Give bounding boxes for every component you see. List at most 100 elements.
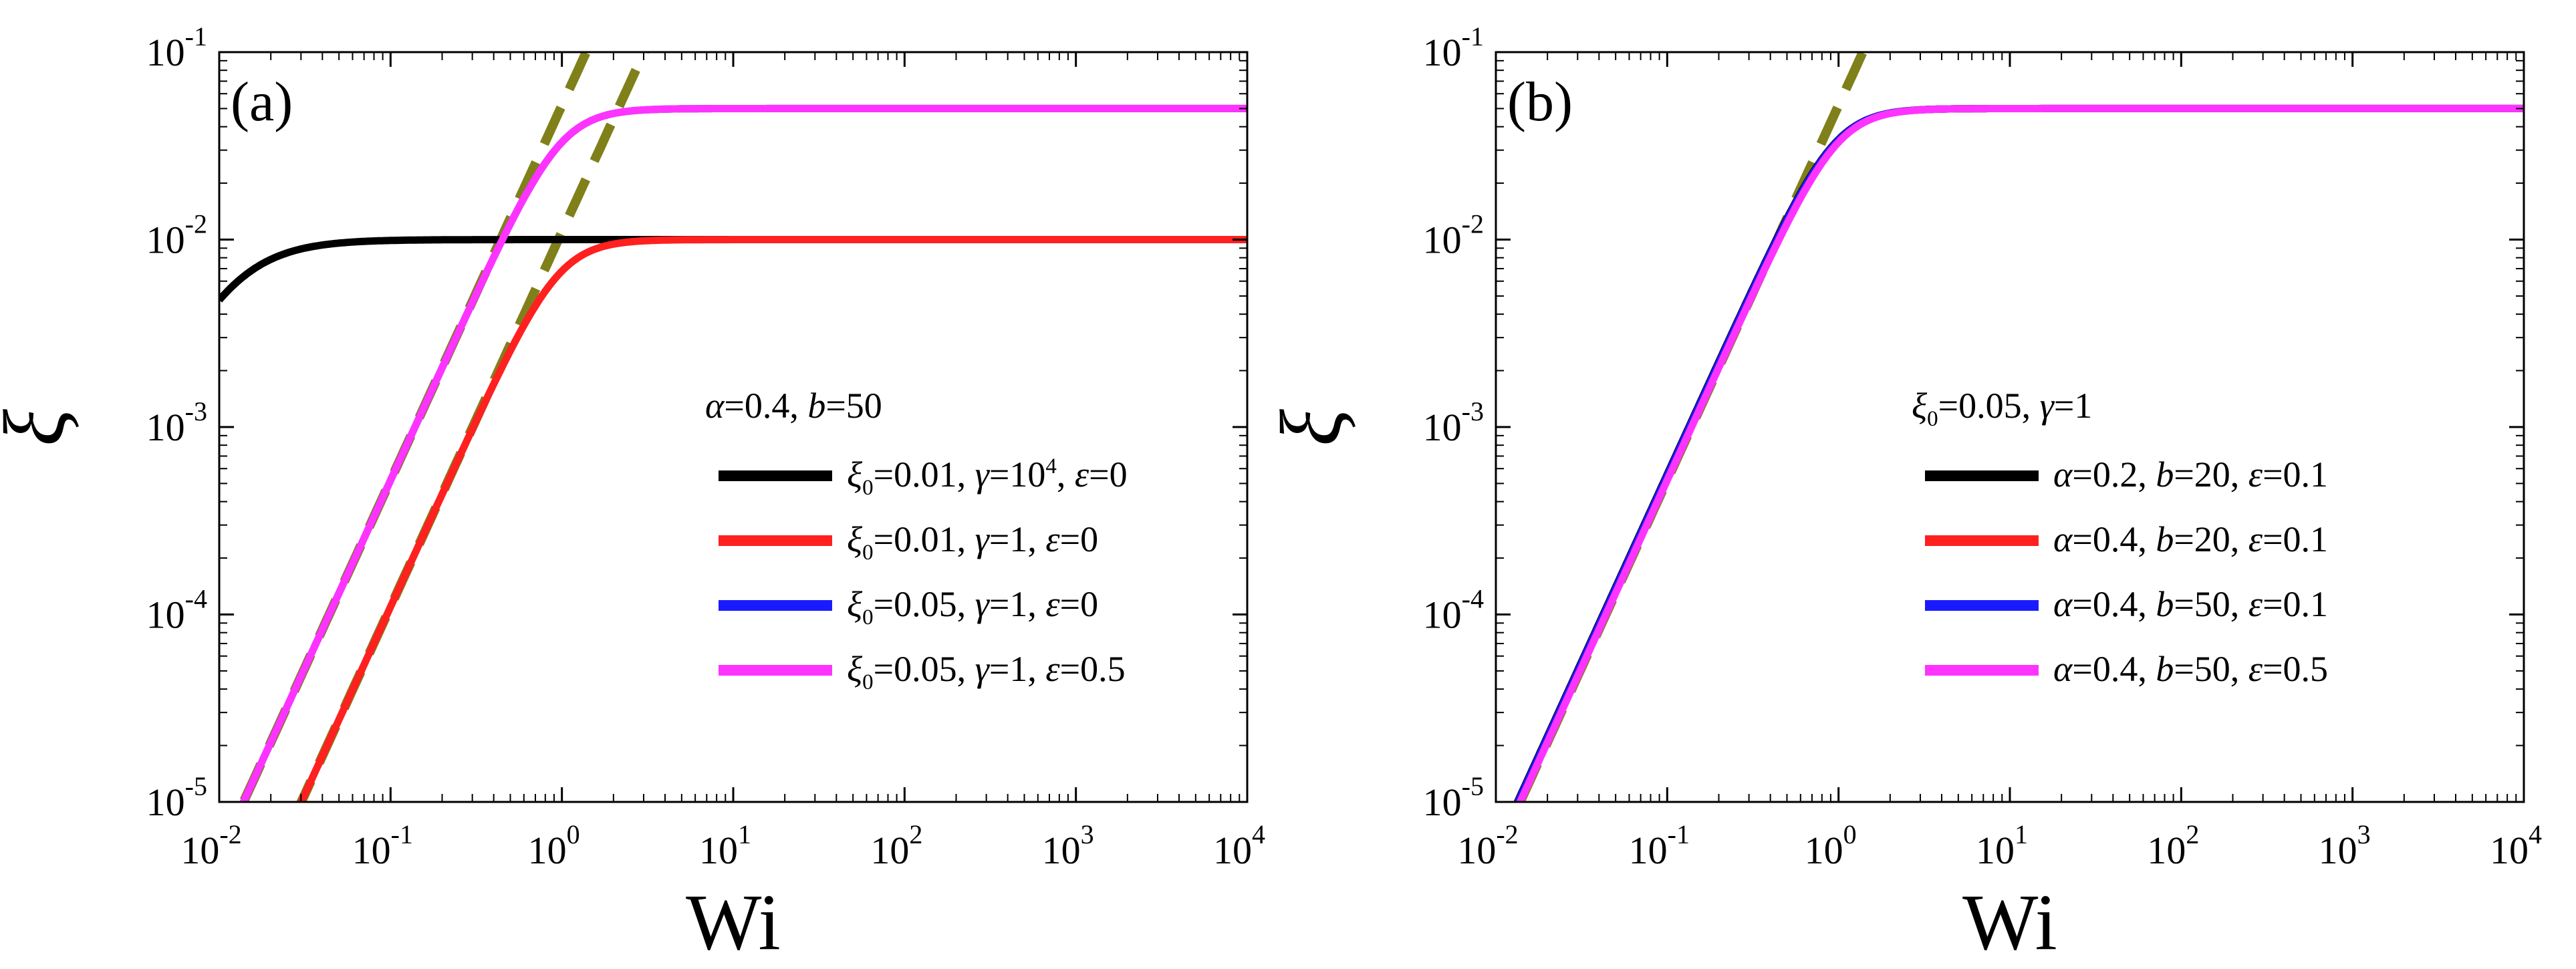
- label-part: =0.4,: [2072, 649, 2156, 689]
- label-part: =0.5: [2263, 649, 2328, 689]
- plot-area: [219, 52, 1247, 802]
- label-part: =50,: [2174, 584, 2248, 624]
- x-tick-label: 100: [528, 819, 580, 872]
- label-part: α: [2053, 454, 2073, 495]
- x-tick-label: 101: [1976, 819, 2028, 872]
- plot-frame: [1495, 51, 2525, 803]
- label-part: ξ: [847, 519, 863, 559]
- x-tick-label: 101: [699, 819, 751, 872]
- x-tick-label: 102: [2147, 819, 2199, 872]
- series-line-2: [297, 236, 1247, 802]
- series-line-4: [239, 104, 1247, 802]
- label-part: 0: [862, 541, 874, 565]
- label-part: b: [807, 386, 825, 426]
- x-axis-label: Wi: [686, 877, 781, 966]
- label-part: γ: [975, 519, 991, 559]
- x-axis-label: Wi: [1962, 877, 2057, 966]
- label-part: 4: [1045, 454, 1057, 478]
- panel-label: (a): [231, 71, 293, 133]
- legend-entry-label: α=0.2, b=20, ε=0.1: [2053, 454, 2328, 495]
- y-tick-label: 10-2: [146, 209, 207, 262]
- label-part: ε: [1045, 584, 1060, 624]
- label-part: γ: [975, 584, 991, 624]
- x-tick-label: 104: [2490, 819, 2542, 872]
- x-tick-label: 10-2: [180, 819, 241, 872]
- label-part: =0.1: [2263, 454, 2328, 495]
- label-part: ξ: [847, 649, 863, 689]
- legend-entry-label: ξ0=0.01, γ=1, ε=0: [847, 519, 1098, 565]
- legend-entry-label: ξ0=0.01, γ=104, ε=0: [847, 454, 1128, 500]
- y-tick-label: 10-4: [146, 584, 207, 637]
- label-part: b: [2156, 584, 2174, 624]
- label-part: ε: [2248, 649, 2263, 689]
- label-part: =0.01,: [874, 454, 975, 495]
- label-part: =20,: [2174, 519, 2248, 559]
- y-axis-label: ξ: [0, 409, 83, 446]
- label-part: =0.1: [2263, 519, 2328, 559]
- axes: [218, 51, 1249, 803]
- label-part: =50: [825, 386, 882, 426]
- label-part: =10: [989, 454, 1045, 495]
- label-part: 0: [1927, 407, 1938, 431]
- label-part: =0.4,: [724, 386, 807, 426]
- y-tick-label: 10-1: [1423, 21, 1484, 74]
- label-part: b: [2156, 454, 2174, 495]
- y-tick-label: 10-3: [146, 396, 207, 449]
- legend-entry-label: α=0.4, b=50, ε=0.1: [2053, 584, 2328, 624]
- label-part: 0: [862, 476, 874, 500]
- label-part: =50,: [2174, 649, 2248, 689]
- axes: [1495, 51, 2525, 803]
- label-part: =0.05,: [874, 584, 975, 624]
- y-axis-label: ξ: [1263, 409, 1360, 446]
- series-line-4: [1516, 104, 2524, 802]
- label-part: ε: [2248, 454, 2263, 495]
- x-tick-label: 104: [1213, 819, 1265, 872]
- label-part: =0.4,: [2072, 519, 2156, 559]
- y-tick-label: 10-5: [146, 771, 207, 824]
- x-tick-label: 103: [2319, 819, 2371, 872]
- y-tick-label: 10-4: [1423, 584, 1484, 637]
- label-part: γ: [975, 649, 991, 689]
- label-part: =0: [1060, 519, 1098, 559]
- panel-label: (b): [1507, 71, 1573, 133]
- x-tick-label: 10-1: [352, 819, 413, 872]
- label-part: =0.5: [1060, 649, 1126, 689]
- plot-frame: [218, 51, 1249, 803]
- legend-title: α=0.4, b=50: [705, 386, 882, 426]
- legend-entry-label: α=0.4, b=50, ε=0.5: [2053, 649, 2328, 689]
- legend-title: ξ0=0.05, γ=1: [1912, 386, 2092, 431]
- series-line-1: [219, 236, 1247, 303]
- plot-area: [1513, 52, 2524, 802]
- label-part: α: [705, 386, 725, 426]
- label-part: b: [2156, 519, 2174, 559]
- label-part: ε: [1075, 454, 1089, 495]
- label-part: =1,: [989, 584, 1045, 624]
- label-part: 0: [862, 670, 874, 694]
- label-part: =0.05,: [874, 649, 975, 689]
- label-part: =1: [2054, 386, 2092, 426]
- label-part: ,: [1057, 454, 1075, 495]
- x-tick-label: 10-2: [1457, 819, 1518, 872]
- label-part: ξ: [1912, 386, 1928, 426]
- label-part: α: [2053, 649, 2073, 689]
- dashed-asymptote-line: [296, 52, 650, 802]
- label-part: =0.05,: [1938, 386, 2040, 426]
- legend: ξ0=0.05, γ=1α=0.2, b=20, ε=0.1α=0.4, b=2…: [1912, 386, 2328, 689]
- label-part: ε: [1045, 519, 1060, 559]
- label-part: γ: [2040, 386, 2055, 426]
- label-part: 0: [862, 605, 874, 630]
- y-tick-label: 10-1: [146, 21, 207, 74]
- label-part: ξ: [847, 454, 863, 495]
- x-tick-label: 103: [1042, 819, 1094, 872]
- label-part: α: [2053, 519, 2073, 559]
- x-tick-label: 102: [870, 819, 922, 872]
- y-tick-label: 10-2: [1423, 209, 1484, 262]
- panel-a: 10-2 10-1 100 101 102 103 104 10-5 10-4 10-3 10-2 1…: [0, 21, 1265, 966]
- label-part: γ: [975, 454, 991, 495]
- label-part: =0.1: [2263, 584, 2328, 624]
- x-tick-label: 100: [1805, 819, 1857, 872]
- panel-b: 10-2 10-1 100 101 102 103 104 10-5 10-4 10-3 10-2 1…: [1263, 21, 2542, 966]
- label-part: ε: [2248, 584, 2263, 624]
- label-part: α: [2053, 584, 2073, 624]
